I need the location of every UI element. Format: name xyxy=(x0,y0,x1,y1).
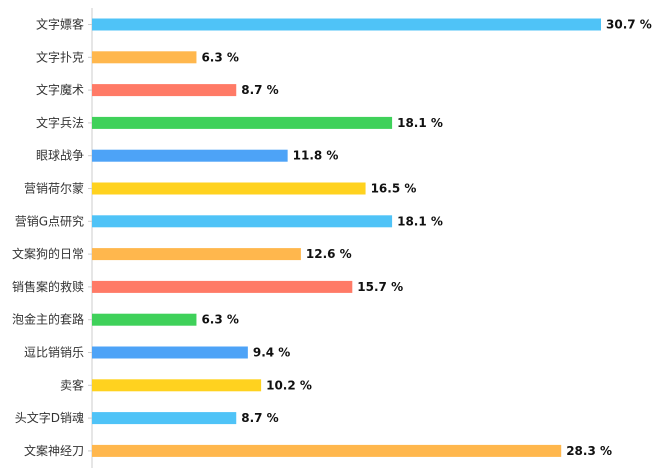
value-label: 12.6 % xyxy=(306,247,352,261)
value-label: 6.3 % xyxy=(201,50,238,64)
value-label: 18.1 % xyxy=(397,116,443,130)
bars xyxy=(92,18,601,457)
bar xyxy=(92,215,393,228)
bar xyxy=(92,412,237,425)
bar xyxy=(92,248,301,261)
value-labels: 30.7 % 6.3 % 8.7 % 18.1 % 11.8 % 16.5 % 18.1 %… xyxy=(201,18,651,458)
value-label: 18.1 % xyxy=(397,214,443,228)
bar xyxy=(92,444,562,457)
value-label: 9.4 % xyxy=(253,346,290,360)
bar xyxy=(92,84,237,97)
category-label: 文字嫖客 xyxy=(36,17,84,32)
category-label: 营销荷尔蒙 xyxy=(24,181,84,196)
bar xyxy=(92,116,393,129)
category-label: 文字魔术 xyxy=(36,82,84,97)
category-labels: 文字嫖客文字扑克文字魔术文字兵法眼球战争营销荷尔蒙营销G点研究文案狗的日常销售案… xyxy=(12,17,92,458)
bar xyxy=(92,182,366,195)
category-label: 逗比销销乐 xyxy=(24,346,84,360)
bar xyxy=(92,346,248,359)
category-label: 文案神经刀 xyxy=(24,443,84,458)
value-label: 15.7 % xyxy=(357,280,403,294)
value-label: 8.7 % xyxy=(241,83,278,97)
category-label: 文字兵法 xyxy=(36,115,84,130)
category-label: 卖客 xyxy=(60,377,84,392)
bar xyxy=(92,149,288,162)
bar xyxy=(92,313,197,326)
value-label: 8.7 % xyxy=(241,411,278,425)
category-label: 头文字D销魂 xyxy=(15,410,84,425)
bar xyxy=(92,280,353,293)
category-label: 泡金主的套路 xyxy=(12,312,84,327)
value-label: 11.8 % xyxy=(293,149,339,163)
category-label: 文字扑克 xyxy=(36,49,84,64)
bar xyxy=(92,51,197,64)
category-label: 销售案的救赎 xyxy=(12,279,84,294)
value-label: 16.5 % xyxy=(371,182,417,196)
bar xyxy=(92,379,262,392)
value-label: 28.3 % xyxy=(566,444,612,458)
category-label: 眼球战争 xyxy=(36,149,84,163)
value-label: 30.7 % xyxy=(606,18,652,32)
category-label: 文案狗的日常 xyxy=(12,246,84,261)
bar xyxy=(92,18,601,31)
value-label: 6.3 % xyxy=(201,313,238,327)
value-label: 10.2 % xyxy=(266,378,312,392)
category-label: 营销G点研究 xyxy=(15,213,84,228)
